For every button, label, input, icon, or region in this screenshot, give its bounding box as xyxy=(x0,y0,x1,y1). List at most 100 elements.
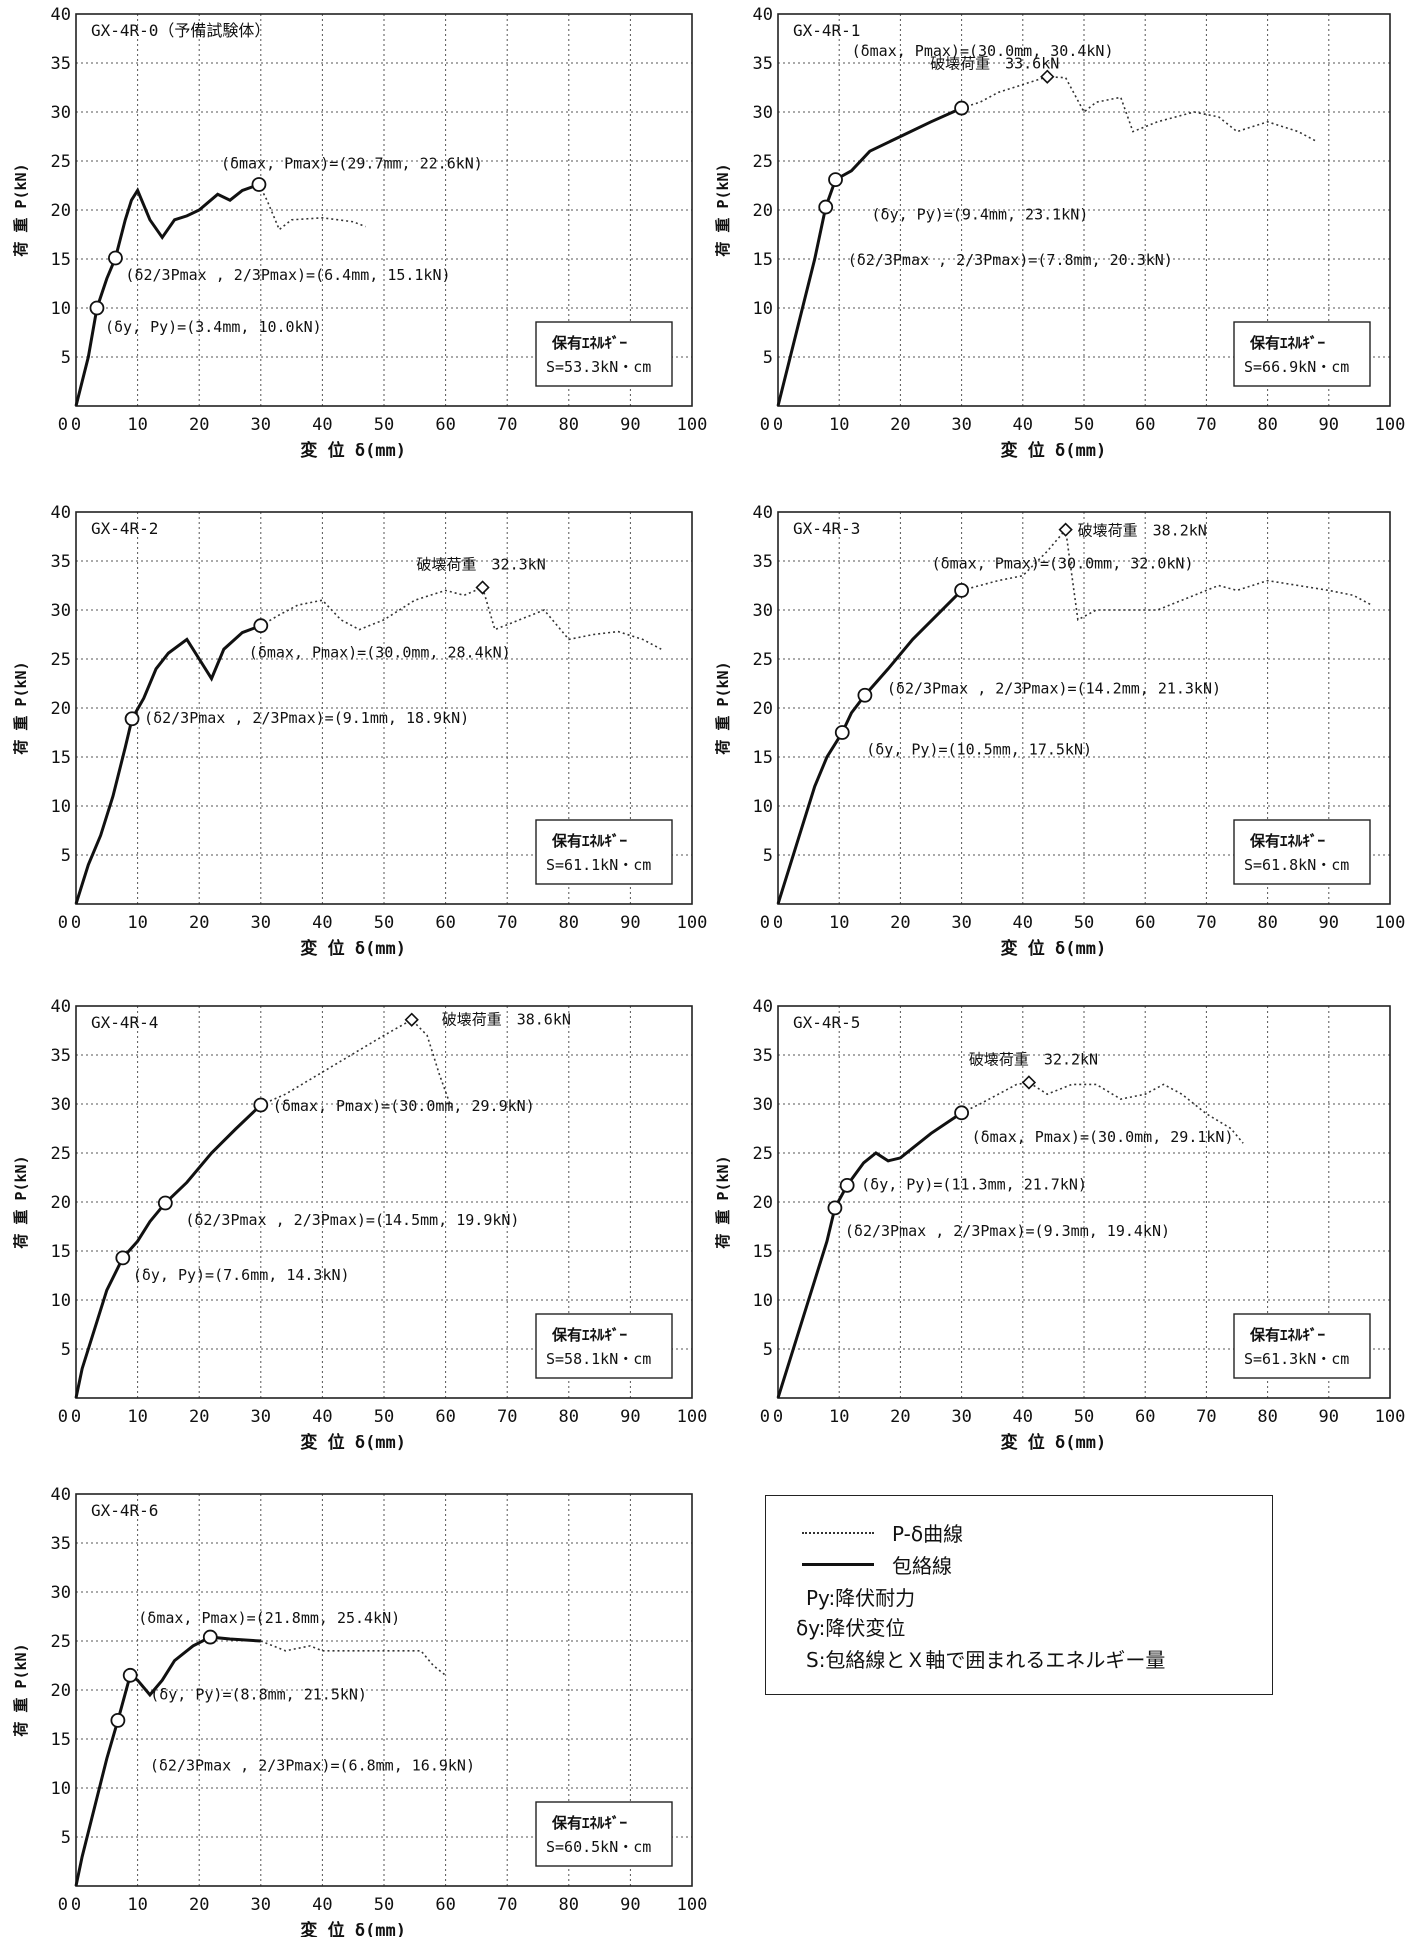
p-delta-curve xyxy=(260,1018,453,1110)
point-label: (δ2/3Pmax , 2/3Pmax)=(6.4mm, 15.1kN) xyxy=(125,266,450,284)
y-axis-label: 荷 重 P(kN) xyxy=(714,1155,732,1248)
point-marker xyxy=(108,250,123,266)
x-tick-label: 90 xyxy=(620,1407,640,1427)
origin-label: 0 xyxy=(760,415,770,435)
chart-panel: 0 10 20 30 40 50 60 70 80 90 100 5 10 15 20 25 30 35 40 0 変 … xyxy=(12,503,707,959)
energy-label: 保有ｴﾈﾙｷﾞｰ xyxy=(1249,334,1326,352)
origin-label: 0 xyxy=(58,1895,68,1915)
x-tick-label: 40 xyxy=(1013,1407,1033,1427)
envelope-curve xyxy=(74,624,262,905)
point-label: (δy, Py)=(10.5mm, 17.5kN) xyxy=(866,741,1092,759)
y-tick-label: 20 xyxy=(51,201,71,221)
y-tick-label: 30 xyxy=(51,601,71,621)
x-tick-label: 0 xyxy=(773,913,783,933)
x-tick-label: 90 xyxy=(1319,1407,1339,1427)
energy-label: 保有ｴﾈﾙｷﾞｰ xyxy=(551,1326,628,1344)
point-marker xyxy=(202,1629,218,1645)
energy-value: S=66.9kN・cm xyxy=(1244,358,1349,376)
y-tick-label: 40 xyxy=(753,997,773,1017)
point-label: 破壊荷重 32.2kN xyxy=(969,1050,1098,1068)
chart-title: GX-4R-3 xyxy=(793,519,860,538)
x-tick-label: 0 xyxy=(71,1895,81,1915)
x-axis-label: 変 位 δ(mm) xyxy=(1001,1432,1107,1453)
y-tick-label: 20 xyxy=(51,699,71,719)
x-tick-label: 20 xyxy=(189,415,209,435)
point-label: (δ2/3Pmax , 2/3Pmax)=(6.8mm, 16.9kN) xyxy=(150,1756,475,1774)
y-tick-label: 5 xyxy=(763,348,773,368)
failure-load-marker xyxy=(404,1012,419,1027)
y-tick-label: 10 xyxy=(51,1779,71,1799)
point-label: (δ2/3Pmax , 2/3Pmax)=(14.2mm, 21.3kN) xyxy=(887,679,1221,697)
y-tick-label: 10 xyxy=(753,299,773,319)
failure-load-marker xyxy=(475,580,490,595)
p-delta-curve xyxy=(260,1640,447,1676)
legend-s-label: S:包絡線とＸ軸で囲まれるエネルギー量 xyxy=(806,1648,1166,1672)
plot-frame xyxy=(75,1005,693,1399)
point-marker xyxy=(157,1195,173,1211)
x-tick-label: 50 xyxy=(374,1407,394,1427)
x-tick-label: 20 xyxy=(890,1407,910,1427)
y-tick-label: 25 xyxy=(51,152,71,172)
energy-box xyxy=(1233,321,1371,387)
x-tick-label: 10 xyxy=(127,415,147,435)
x-tick-label: 100 xyxy=(677,913,708,933)
point-marker xyxy=(110,1712,126,1728)
y-tick-label: 20 xyxy=(753,1193,773,1213)
energy-label: 保有ｴﾈﾙｷﾞｰ xyxy=(551,1814,628,1832)
point-marker xyxy=(954,583,969,598)
x-tick-label: 80 xyxy=(559,913,579,933)
legend-dy-label: δy:降伏変位 xyxy=(796,1616,906,1640)
x-tick-label: 60 xyxy=(1135,913,1155,933)
x-tick-label: 10 xyxy=(127,1407,147,1427)
x-tick-label: 10 xyxy=(829,415,849,435)
legend-row-envelope: 包絡線 xyxy=(766,1550,952,1579)
x-tick-label: 80 xyxy=(559,1895,579,1915)
envelope-curve xyxy=(74,183,260,407)
point-label: 破壊荷重 33.6kN xyxy=(930,55,1059,73)
x-tick-label: 20 xyxy=(890,913,910,933)
legend-row-p-delta: P-δ曲線 xyxy=(766,1518,963,1547)
point-label: (δ2/3Pmax , 2/3Pmax)=(7.8mm, 20.3kN) xyxy=(848,251,1173,269)
origin-label: 0 xyxy=(58,1407,68,1427)
energy-box xyxy=(535,819,673,885)
point-marker xyxy=(828,172,843,188)
energy-value: S=60.5kN・cm xyxy=(546,1838,651,1856)
y-axis-label: 荷 重 P(kN) xyxy=(12,1643,30,1736)
plot-frame xyxy=(75,511,693,905)
p-delta-curve xyxy=(961,75,1317,143)
point-label: 破壊荷重 32.3kN xyxy=(417,555,546,573)
chart-panel: 0 10 20 30 40 50 60 70 80 90 100 5 10 15 20 25 30 35 40 0 変 … xyxy=(12,997,707,1453)
y-tick-label: 35 xyxy=(51,1046,71,1066)
plot-frame xyxy=(777,511,1391,905)
y-tick-label: 10 xyxy=(753,1291,773,1311)
energy-box xyxy=(535,321,673,387)
failure-load-marker xyxy=(1058,522,1073,537)
x-tick-label: 100 xyxy=(1375,913,1406,933)
energy-value: S=61.8kN・cm xyxy=(1244,856,1349,874)
x-tick-label: 60 xyxy=(435,415,455,435)
x-tick-label: 50 xyxy=(374,1895,394,1915)
chart-title: GX-4R-5 xyxy=(793,1013,860,1032)
x-tick-label: 50 xyxy=(374,913,394,933)
point-label: (δy, Py)=(7.6mm, 14.3kN) xyxy=(133,1266,350,1284)
x-tick-label: 10 xyxy=(829,913,849,933)
x-tick-label: 30 xyxy=(251,913,271,933)
y-tick-label: 20 xyxy=(753,201,773,221)
x-tick-label: 100 xyxy=(677,1895,708,1915)
chart-panel: 0 10 20 30 40 50 60 70 80 90 100 5 10 15 20 25 30 35 40 0 変 … xyxy=(714,5,1405,461)
x-axis-label: 変 位 δ(mm) xyxy=(1001,440,1107,461)
y-tick-label: 25 xyxy=(51,1144,71,1164)
energy-box xyxy=(535,1313,673,1379)
energy-label: 保有ｴﾈﾙｷﾞｰ xyxy=(1249,1326,1326,1344)
x-tick-label: 50 xyxy=(374,415,394,435)
energy-value: S=61.1kN・cm xyxy=(546,856,651,874)
x-tick-label: 30 xyxy=(251,415,271,435)
x-tick-label: 40 xyxy=(1013,415,1033,435)
y-tick-label: 25 xyxy=(51,1632,71,1652)
energy-label: 保有ｴﾈﾙｷﾞｰ xyxy=(1249,832,1326,850)
x-tick-label: 0 xyxy=(71,1407,81,1427)
point-label: (δ2/3Pmax , 2/3Pmax)=(9.3mm, 19.4kN) xyxy=(845,1222,1170,1240)
y-tick-label: 5 xyxy=(61,846,71,866)
chart-title: GX-4R-0（予備試験体） xyxy=(91,21,270,40)
